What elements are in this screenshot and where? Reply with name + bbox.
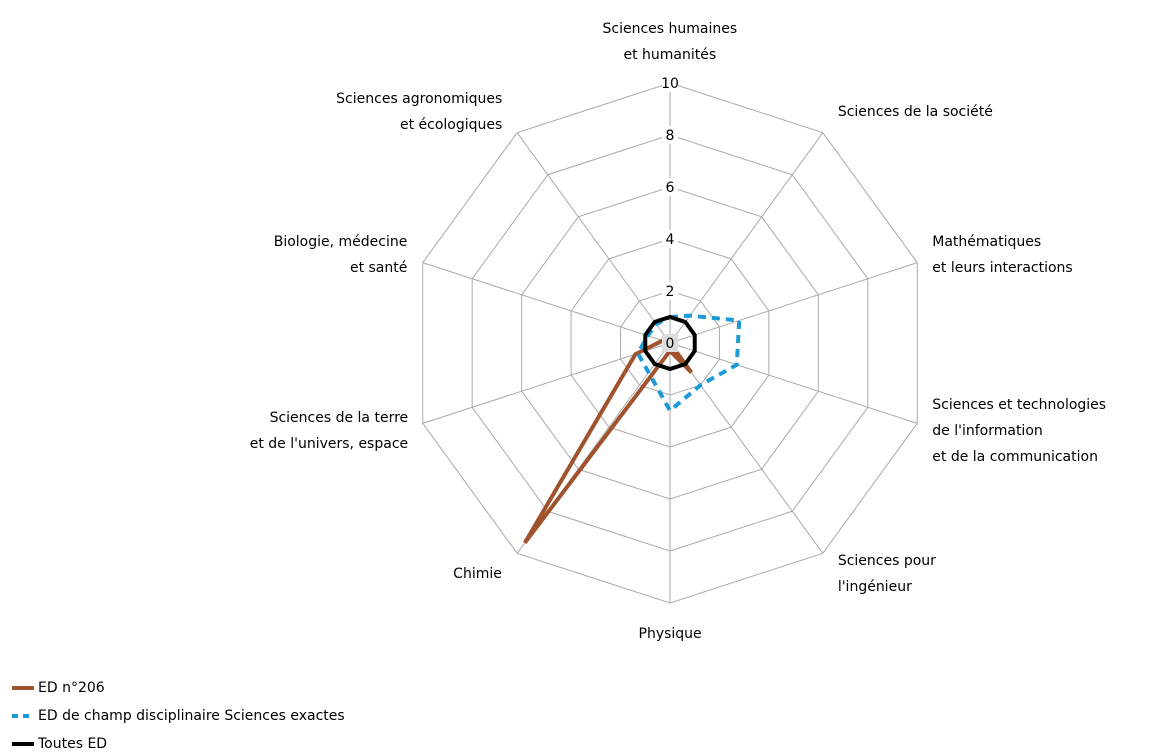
axis-spoke xyxy=(669,262,918,344)
axis-spoke xyxy=(516,132,671,344)
tick-label-bg xyxy=(662,282,678,300)
axis-label: Biologie, médecine et santé xyxy=(273,233,408,276)
axis-spoke xyxy=(669,132,824,344)
tick-label-bg xyxy=(662,230,678,248)
axis-spoke xyxy=(669,342,824,554)
axis-spoke xyxy=(422,262,671,344)
tick-label-bg xyxy=(662,334,678,352)
axis-label: Sciences et technologies de l'informatio… xyxy=(932,397,1107,466)
tick-label-bg xyxy=(662,178,678,196)
tick-label-bg xyxy=(662,126,678,144)
axis-label: Chimie xyxy=(453,565,502,582)
legend-label: ED de champ disciplinaire Sciences exact… xyxy=(38,708,345,724)
axis-label: Sciences de la société xyxy=(837,104,993,121)
legend-label: Toutes ED xyxy=(37,736,107,752)
axis-spoke xyxy=(669,342,918,424)
axis-spoke xyxy=(422,342,671,424)
axis-label: Sciences humaines et humanités xyxy=(602,21,738,63)
axis-label: Mathématiques et leurs interactions xyxy=(932,233,1073,276)
axis-label: Sciences pour l'ingénieur xyxy=(837,552,936,595)
series-line xyxy=(523,338,694,545)
axis-label: Sciences de la terre et de l'univers, es… xyxy=(249,410,409,453)
r-tick-label: 10 xyxy=(661,76,679,92)
tick-label-bg xyxy=(662,74,678,92)
series-line xyxy=(643,314,697,372)
axis-label: Sciences agronomiques et écologiques xyxy=(336,91,503,134)
r-tick-label: 4 xyxy=(666,232,675,248)
r-tick-label: 6 xyxy=(666,180,675,196)
legend-label: ED n°206 xyxy=(38,680,105,696)
series-line xyxy=(635,313,742,414)
r-tick-label: 2 xyxy=(666,284,675,300)
axis-label: Physique xyxy=(638,626,702,642)
r-tick-label: 8 xyxy=(666,128,675,144)
r-tick-label: 0 xyxy=(666,336,675,352)
